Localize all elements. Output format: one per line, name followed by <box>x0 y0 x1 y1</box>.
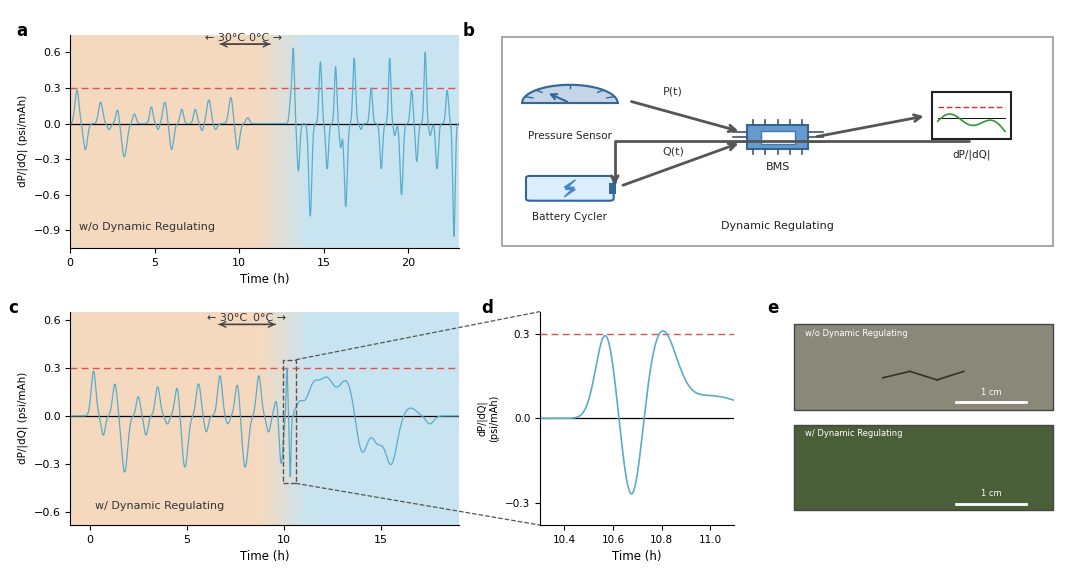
Text: w/o Dynamic Regulating: w/o Dynamic Regulating <box>805 329 907 338</box>
Text: e: e <box>767 299 779 317</box>
X-axis label: Time (h): Time (h) <box>240 273 289 286</box>
X-axis label: Time (h): Time (h) <box>240 550 289 563</box>
Bar <box>307 35 459 248</box>
Text: 0°C →: 0°C → <box>253 313 286 323</box>
Text: BMS: BMS <box>766 162 789 171</box>
Text: 0°C →: 0°C → <box>248 33 282 43</box>
Bar <box>309 312 459 525</box>
Text: 1 cm: 1 cm <box>981 388 1001 397</box>
Text: Battery Cycler: Battery Cycler <box>532 212 607 222</box>
Text: P(t): P(t) <box>662 87 683 96</box>
Bar <box>70 35 256 248</box>
Y-axis label: dP/|dQ| (psi/mAh): dP/|dQ| (psi/mAh) <box>17 372 28 464</box>
Text: Dynamic Regulating: Dynamic Regulating <box>721 220 834 231</box>
FancyBboxPatch shape <box>502 37 1053 246</box>
Text: Q(t): Q(t) <box>662 146 685 156</box>
Text: ← 30°C: ← 30°C <box>207 313 247 323</box>
Y-axis label: dP/|dQ|
(psi/mAh): dP/|dQ| (psi/mAh) <box>477 395 499 442</box>
Bar <box>794 425 1053 510</box>
Y-axis label: dP/|dQ| (psi/mAh): dP/|dQ| (psi/mAh) <box>17 95 28 188</box>
Bar <box>609 183 616 194</box>
X-axis label: Time (h): Time (h) <box>612 550 662 563</box>
Bar <box>283 359 296 484</box>
Bar <box>70 312 260 525</box>
Text: d: d <box>482 299 494 317</box>
Text: w/o Dynamic Regulating: w/o Dynamic Regulating <box>79 222 215 233</box>
Text: c: c <box>8 299 18 317</box>
Text: ← 30°C: ← 30°C <box>205 33 245 43</box>
Text: Pressure Sensor: Pressure Sensor <box>528 131 611 141</box>
Text: w/ Dynamic Regulating: w/ Dynamic Regulating <box>805 429 902 438</box>
Polygon shape <box>564 180 576 197</box>
FancyBboxPatch shape <box>526 176 613 201</box>
Text: 1 cm: 1 cm <box>981 489 1001 499</box>
Text: a: a <box>16 22 27 40</box>
Bar <box>746 125 809 149</box>
Bar <box>932 92 1011 139</box>
Text: dP/|dQ|: dP/|dQ| <box>953 150 990 160</box>
Text: w/ Dynamic Regulating: w/ Dynamic Regulating <box>95 501 225 511</box>
Bar <box>760 130 795 144</box>
Bar <box>794 324 1053 410</box>
Text: b: b <box>463 22 475 40</box>
